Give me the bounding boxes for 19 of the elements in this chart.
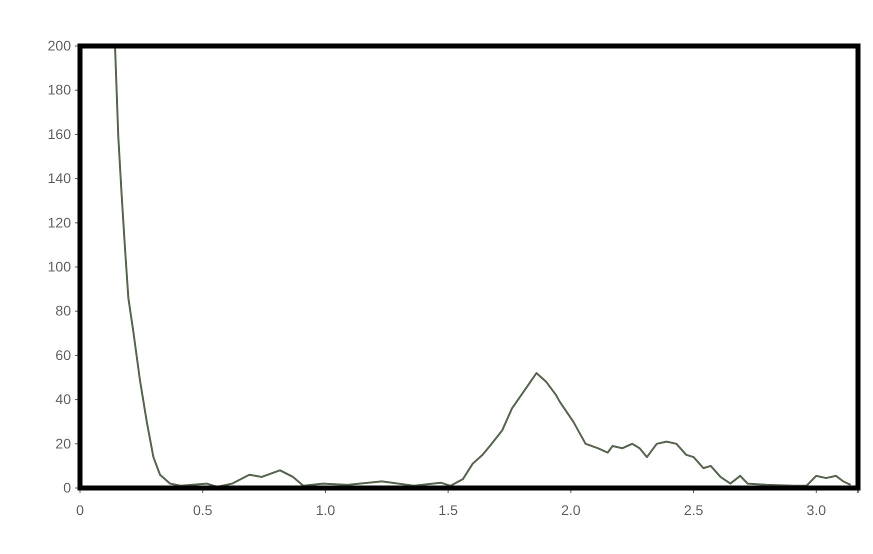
y-tick-label: 80: [55, 302, 72, 319]
x-tick-label: 0: [76, 502, 84, 518]
line-series: [114, 47, 852, 488]
x-tick-label: 1.5: [438, 502, 458, 518]
x-tick-label: 0.5: [192, 502, 213, 518]
y-tick-label: 200: [48, 37, 72, 54]
y-tick-label: 20: [55, 435, 72, 452]
y-tick-label: 160: [48, 126, 72, 142]
y-tick-label: 0: [63, 479, 72, 496]
x-tick-label: 2.5: [684, 502, 704, 518]
y-tick-label: 100: [48, 258, 72, 274]
y-tick-label: 60: [55, 346, 72, 363]
x-tick-label: 1.0: [316, 502, 336, 518]
y-tick-label: 180: [48, 82, 72, 98]
x-tick-label: 3.0: [806, 502, 826, 518]
y-tick-label: 120: [48, 214, 72, 230]
y-tick-label: 140: [48, 170, 72, 186]
y-tick-label: 40: [55, 391, 72, 408]
x-tick-label: 2.0: [561, 502, 581, 518]
